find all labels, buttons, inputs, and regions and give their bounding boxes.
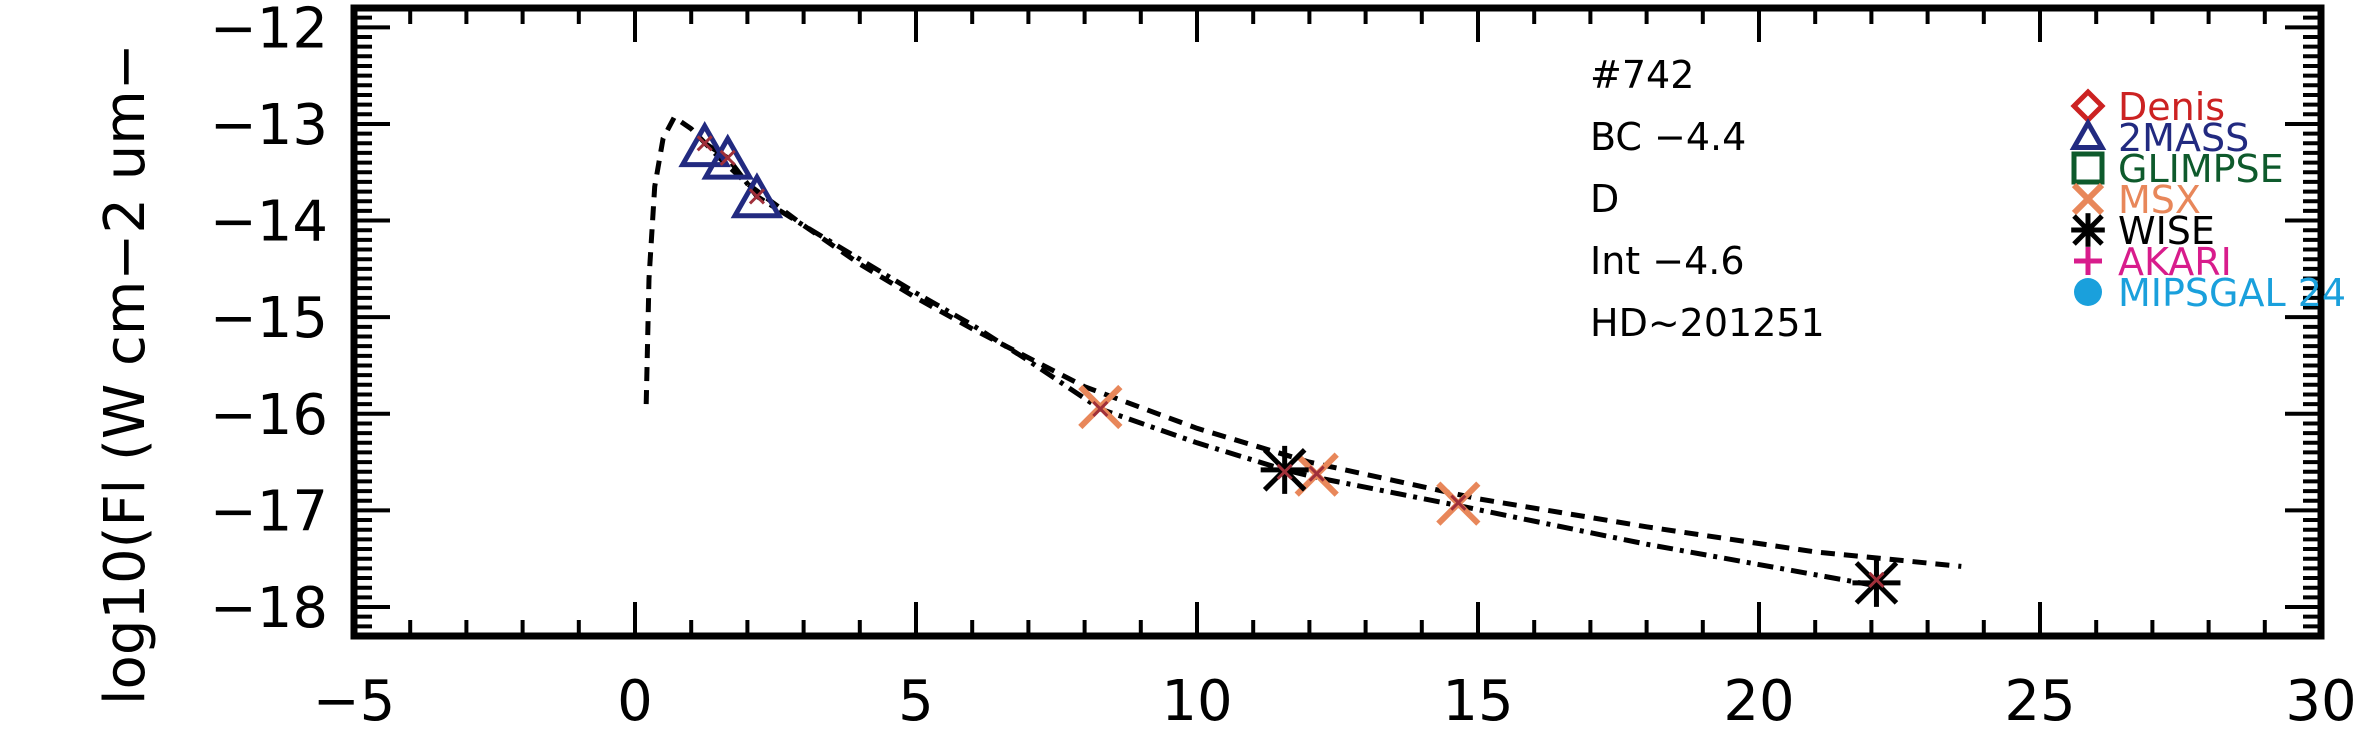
legend-label-akari: AKARI bbox=[2118, 240, 2232, 284]
y-tick-label: −13 bbox=[210, 93, 328, 158]
fit-point bbox=[1308, 465, 1325, 482]
legend-marker-akari bbox=[2074, 247, 2102, 275]
fit-point-stroke bbox=[1276, 463, 1293, 480]
fit-point bbox=[719, 149, 736, 166]
fit-point-stroke bbox=[748, 188, 766, 205]
legend-marker-denis bbox=[2070, 88, 2106, 124]
legend-marker-glimpse bbox=[2071, 151, 2105, 185]
legend-marker-msx bbox=[2071, 182, 2105, 216]
annotations: #742 BC −4.4 D Int −4.6 HD~201251 bbox=[1590, 53, 1825, 345]
legend-label-glimpse: GLIMPSE bbox=[2118, 147, 2284, 191]
annotation-text: HD~201251 bbox=[1590, 301, 1825, 345]
annotation-text: D bbox=[1590, 177, 1619, 221]
y-tick-label: −12 bbox=[210, 0, 328, 61]
data-points bbox=[678, 121, 1901, 607]
wise-point bbox=[1852, 558, 1901, 607]
axes bbox=[350, 4, 2325, 640]
fit-point-stroke bbox=[1308, 465, 1325, 482]
x-tick-label: −5 bbox=[313, 669, 396, 734]
y-tick-label: −17 bbox=[210, 479, 328, 544]
y-tick-label: −16 bbox=[210, 383, 328, 448]
fit-point-stroke bbox=[696, 135, 713, 152]
2mass-point bbox=[701, 133, 755, 180]
annotation-text: BC −4.4 bbox=[1590, 115, 1746, 159]
fit-point-stroke bbox=[1450, 494, 1467, 511]
legend-marker-wise bbox=[2071, 213, 2105, 247]
fit-point bbox=[1276, 463, 1293, 480]
model-curves bbox=[643, 113, 1962, 589]
fit-point bbox=[696, 135, 713, 152]
ticks: −5 0 5 10 15 20 25 30 −12 −13 −14 −15 −16 −17 −18 bbox=[210, 0, 2357, 734]
x-tick-label: 25 bbox=[2004, 669, 2075, 734]
2mass-point bbox=[730, 172, 784, 219]
plot-frame bbox=[350, 4, 2325, 640]
2mass-point bbox=[678, 121, 731, 168]
fit-point bbox=[1868, 571, 1885, 589]
x-tick-label: 10 bbox=[1161, 669, 1232, 734]
y-axis-label: log10(Fl (W cm−2 um− bbox=[93, 43, 158, 705]
fit-point bbox=[1092, 400, 1109, 418]
model-curve-dash-dot bbox=[703, 141, 1877, 589]
y-tick-label: −14 bbox=[210, 190, 328, 255]
x-tick-label: 0 bbox=[617, 669, 653, 734]
fit-point-stroke bbox=[1092, 400, 1109, 418]
legend-label-mipsgal-24: MIPSGAL 24 bbox=[2118, 271, 2346, 315]
x-tick-label: 15 bbox=[1442, 669, 1513, 734]
y-tick-label: −15 bbox=[210, 286, 328, 351]
fit-point bbox=[748, 188, 766, 205]
legend-marker-msx-stroke bbox=[2071, 182, 2105, 216]
legend-label-2mass: 2MASS bbox=[2118, 116, 2249, 160]
x-tick-label: 20 bbox=[1723, 669, 1794, 734]
x-tick-label: 5 bbox=[898, 669, 934, 734]
legend-label-denis: Denis bbox=[2118, 85, 2225, 129]
x-tick-label: 30 bbox=[2285, 669, 2356, 734]
legend-marker-2mass bbox=[2069, 117, 2107, 150]
y-tick-label: −18 bbox=[210, 576, 328, 641]
fit-point bbox=[1450, 494, 1467, 511]
legend-label-msx: MSX bbox=[2118, 178, 2201, 222]
model-curve-dashed bbox=[643, 113, 1962, 569]
annotation-text: Int −4.6 bbox=[1590, 239, 1745, 283]
legend-label-wise: WISE bbox=[2118, 209, 2215, 253]
annotation-text: #742 bbox=[1590, 53, 1694, 97]
fit-point-stroke bbox=[1868, 571, 1885, 589]
fit-point-stroke bbox=[719, 149, 736, 166]
legend-marker-mipsgal-24 bbox=[2074, 278, 2102, 306]
